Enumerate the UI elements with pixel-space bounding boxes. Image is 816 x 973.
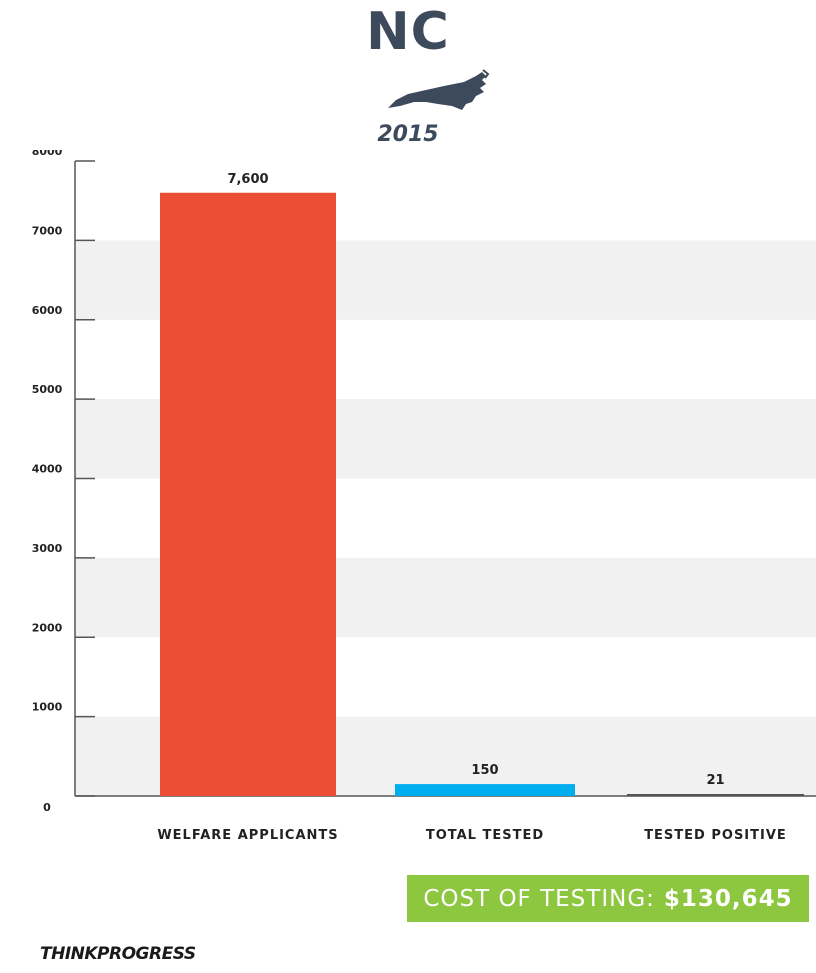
y-tick-label: 4000 (32, 463, 63, 476)
bar-value-label: 150 (471, 763, 498, 778)
north-carolina-map-icon (388, 69, 490, 110)
cost-of-testing-box: COST OF TESTING: $130,645 (407, 875, 809, 922)
y-tick-label: 1000 (32, 701, 63, 714)
bar-value-label: 7,600 (227, 172, 268, 187)
y-tick-label: 3000 (32, 542, 63, 555)
thinkprogress-logo: THINKPROGRESS (40, 944, 196, 964)
y-tick-label: 6000 (32, 304, 63, 317)
category-label: WELFARE APPLICANTS (157, 828, 338, 843)
y-tick-label: 2000 (32, 621, 63, 634)
cost-amount: $130,645 (663, 885, 793, 912)
bar (160, 192, 336, 796)
y-tick-label: 5000 (32, 383, 63, 396)
bar (395, 784, 575, 796)
cost-label: COST OF TESTING: (423, 885, 655, 912)
bar-value-label: 21 (706, 773, 724, 788)
y-tick-label: 8000 (32, 150, 63, 158)
chart-title: NC (366, 2, 450, 62)
y-tick-label: 0 (43, 801, 51, 814)
bar-chart: 0 1000 2000 3000 4000 5000 6000 7000 8000 7,600 WE… (32, 150, 816, 843)
y-tick-label: 7000 (32, 224, 63, 237)
category-label: TESTED POSITIVE (644, 828, 787, 843)
bar (627, 794, 804, 796)
category-label: TOTAL TESTED (426, 828, 544, 843)
chart-year: 2015 (377, 122, 439, 147)
